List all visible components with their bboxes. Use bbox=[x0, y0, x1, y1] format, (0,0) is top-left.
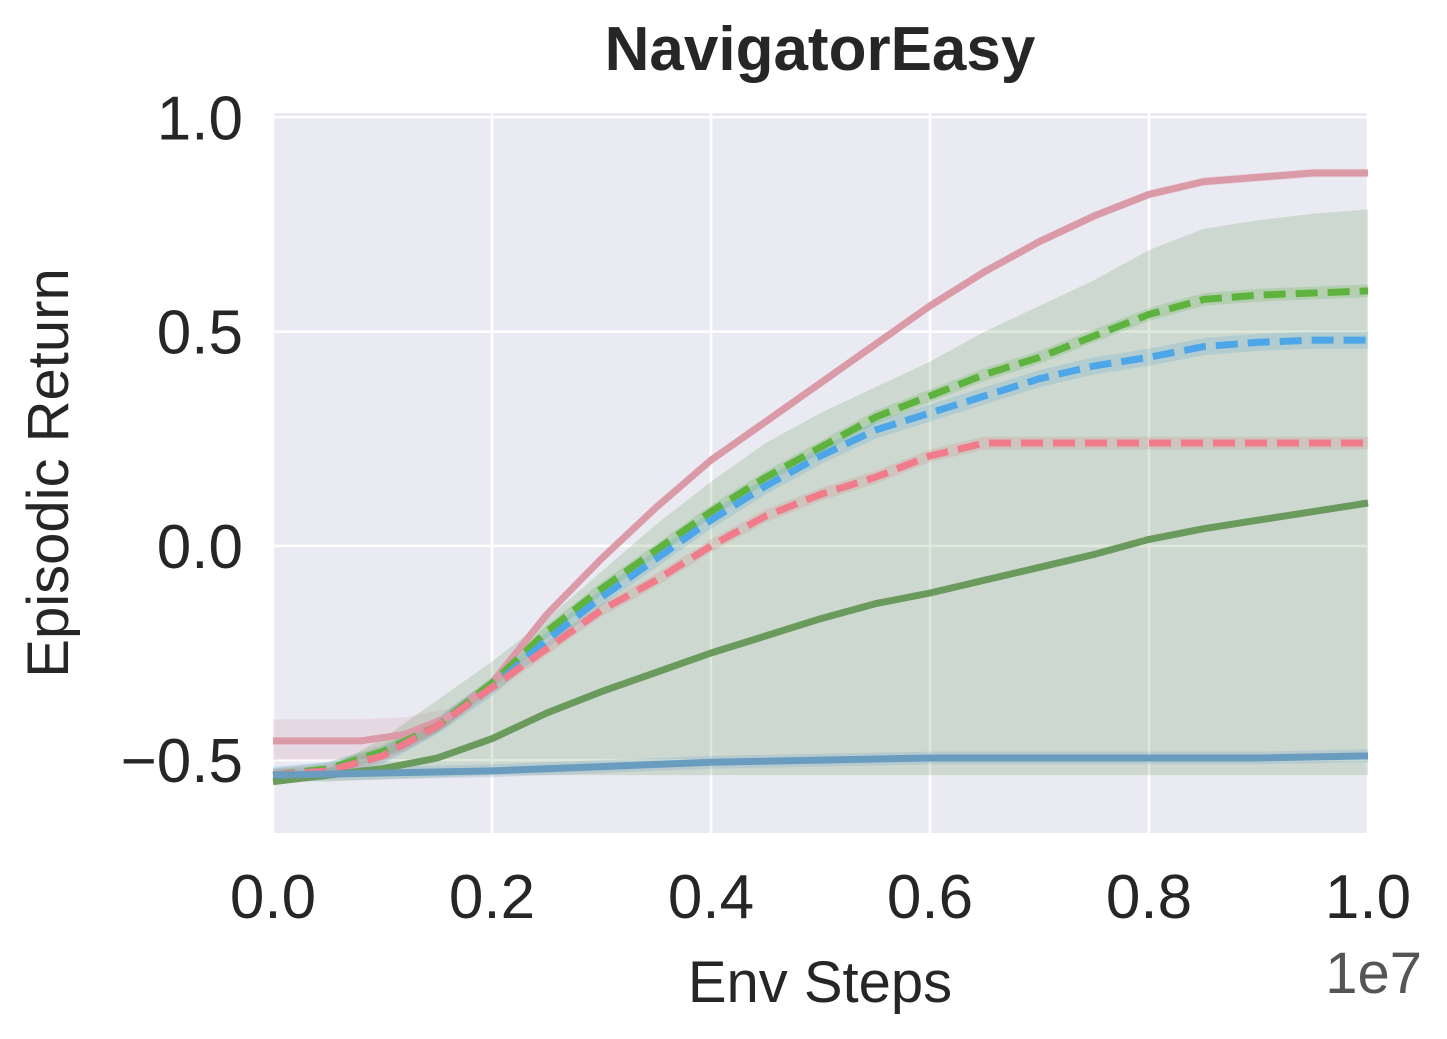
x-tick-label: 0.4 bbox=[668, 863, 754, 932]
y-tick-label: 1.0 bbox=[157, 84, 243, 153]
series-5-line bbox=[272, 752, 1369, 779]
chart-title: NavigatorEasy bbox=[605, 15, 1036, 84]
x-tick-label: 0.0 bbox=[230, 863, 316, 932]
x-axis-offset-label: 1e7 bbox=[1325, 941, 1422, 1006]
series-4-line bbox=[272, 499, 1369, 786]
y-tick-labels: 1.0 0.5 0.0 −0.5 bbox=[121, 84, 243, 796]
series-3-line bbox=[272, 439, 1368, 779]
x-tick-labels: 0.0 0.2 0.4 0.6 0.8 1.0 bbox=[230, 863, 1411, 932]
y-tick-label: 0.5 bbox=[157, 299, 243, 368]
series-lines bbox=[272, 169, 1369, 786]
x-tick-label: 1.0 bbox=[1325, 863, 1411, 932]
x-axis-label: Env Steps bbox=[688, 950, 952, 1015]
x-tick-label: 0.8 bbox=[1106, 863, 1192, 932]
y-axis-label: Episodic Return bbox=[16, 268, 81, 677]
x-tick-label: 0.6 bbox=[887, 863, 973, 932]
y-tick-label: −0.5 bbox=[121, 727, 243, 796]
y-tick-label: 0.0 bbox=[157, 513, 243, 582]
x-tick-label: 0.2 bbox=[449, 863, 535, 932]
